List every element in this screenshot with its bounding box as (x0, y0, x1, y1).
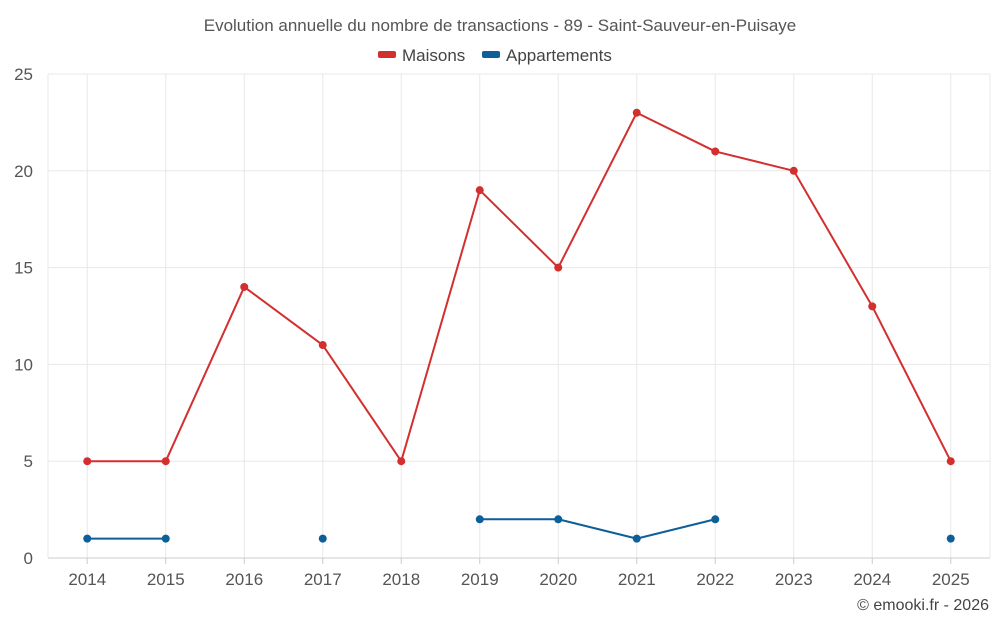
legend-item-maisons[interactable]: Maisons (378, 46, 465, 65)
series (83, 108, 955, 543)
x-tick-label: 2018 (382, 570, 420, 589)
y-tick-label: 0 (24, 549, 33, 568)
chart-title: Evolution annuelle du nombre de transact… (204, 16, 797, 35)
x-tick-label: 2019 (461, 570, 499, 589)
data-point-appartements-2022[interactable] (711, 515, 720, 524)
data-point-maisons-2020[interactable] (554, 263, 563, 272)
x-tick-label: 2014 (68, 570, 106, 589)
data-point-maisons-2017[interactable] (318, 341, 327, 350)
y-tick-label: 25 (14, 65, 33, 84)
x-tick-label: 2022 (696, 570, 734, 589)
legend-label-maisons[interactable]: Maisons (402, 46, 465, 65)
x-tick-label: 2021 (618, 570, 656, 589)
data-point-appartements-2021[interactable] (632, 534, 641, 543)
series-appartements (83, 515, 955, 543)
data-point-appartements-2015[interactable] (161, 534, 170, 543)
x-tick-label: 2023 (775, 570, 813, 589)
data-point-maisons-2021[interactable] (632, 108, 641, 117)
data-point-appartements-2019[interactable] (475, 515, 484, 524)
y-tick-label: 20 (14, 162, 33, 181)
legend[interactable]: Maisons Appartements (378, 46, 612, 65)
data-point-appartements-2014[interactable] (83, 534, 92, 543)
data-point-maisons-2025[interactable] (946, 457, 955, 466)
y-tick-label: 15 (14, 259, 33, 278)
legend-swatch-appartements (482, 51, 500, 58)
x-tick-label: 2016 (225, 570, 263, 589)
grid (47, 73, 991, 558)
data-point-maisons-2016[interactable] (240, 282, 249, 291)
data-point-maisons-2014[interactable] (83, 457, 92, 466)
x-tick-label: 2020 (539, 570, 577, 589)
data-point-appartements-2025[interactable] (946, 534, 955, 543)
x-tick-label: 2024 (853, 570, 891, 589)
data-point-maisons-2024[interactable] (868, 302, 877, 311)
series-maisons (83, 108, 955, 466)
x-tick-label: 2015 (147, 570, 185, 589)
data-point-maisons-2022[interactable] (711, 147, 720, 156)
data-point-maisons-2019[interactable] (475, 186, 484, 195)
data-point-appartements-2017[interactable] (318, 534, 327, 543)
series-line-appartements (479, 518, 716, 540)
legend-label-appartements[interactable]: Appartements (506, 46, 612, 65)
data-point-appartements-2020[interactable] (554, 515, 563, 524)
x-tick-label: 2025 (932, 570, 970, 589)
credit-text: © emooki.fr - 2026 (857, 597, 989, 614)
y-tick-label: 10 (14, 355, 33, 374)
data-point-maisons-2023[interactable] (789, 166, 798, 175)
legend-item-appartements[interactable]: Appartements (482, 46, 612, 65)
x-tick-label: 2017 (304, 570, 342, 589)
series-line-maisons (87, 111, 952, 463)
data-point-maisons-2015[interactable] (161, 457, 170, 466)
legend-swatch-maisons (378, 51, 396, 58)
data-point-maisons-2018[interactable] (397, 457, 406, 466)
y-tick-label: 5 (24, 452, 33, 471)
